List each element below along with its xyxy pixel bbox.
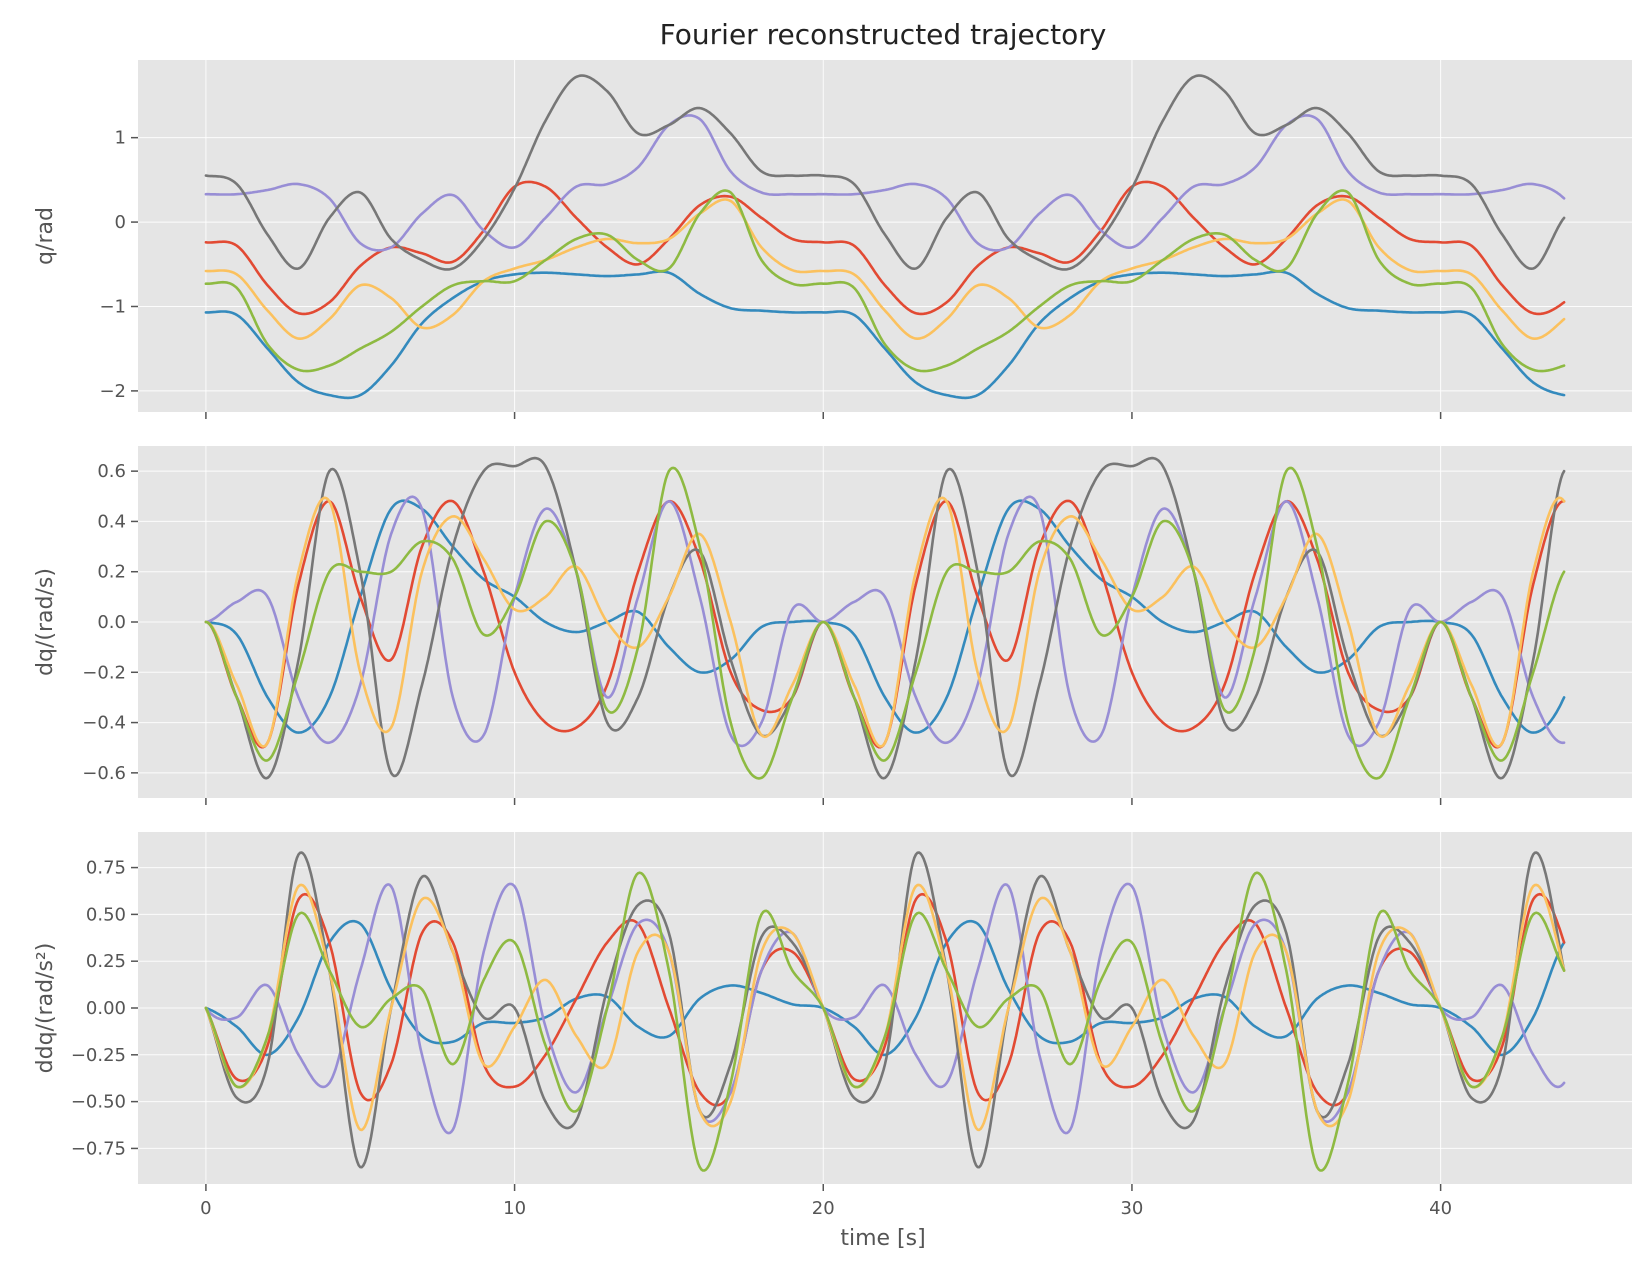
series-line-4 (204, 456, 1566, 780)
subplot-2: −0.6 −0.4 −0.2 0.0 0.2 0.4 0.6 dq/(rad/s) (33, 446, 1632, 805)
series-line-6 (204, 189, 1566, 373)
series-line-1 (204, 919, 1566, 1057)
series-line-1 (204, 270, 1566, 400)
y-tick-label: −0.25 (71, 1045, 126, 1066)
subplots-container: −2 −1 0 1 q/rad −0.6 −0.4 −0.2 0.0 0.2 0.4 0.6 dq/(r… (33, 60, 1632, 1219)
y-tick-label: −0.75 (71, 1138, 126, 1159)
series-line-2 (204, 180, 1566, 316)
y-axis-label: ddq/(rad/s²) (33, 943, 58, 1074)
y-axis-label: q/rad (33, 207, 58, 265)
series-line-5 (204, 198, 1566, 340)
y-axis-label: dq/(rad/s) (33, 568, 58, 676)
x-tick-label: 0 (200, 1198, 211, 1219)
y-tick-label: 0.75 (86, 858, 126, 879)
y-tick-label: 0.4 (97, 511, 126, 532)
y-tick-label: −1 (99, 296, 126, 317)
y-tick-label: 0 (115, 212, 126, 233)
figure-title: Fourier reconstructed trajectory (660, 18, 1107, 51)
series-line-3 (204, 495, 1566, 748)
y-tick-label: −0.6 (82, 763, 126, 784)
series-line-4 (204, 851, 1566, 1169)
y-tick-label: −0.2 (82, 662, 126, 683)
y-tick-label: 0.6 (97, 461, 126, 482)
y-tick-label: −2 (99, 381, 126, 402)
x-tick-label: 10 (503, 1198, 526, 1219)
series-line-6 (204, 466, 1566, 780)
y-tick-label: 0.50 (86, 904, 126, 925)
x-axis-label: time [s] (840, 1226, 925, 1251)
y-tick-label: 0.2 (97, 562, 126, 583)
y-tick-label: 0.0 (97, 612, 126, 633)
subplot-3: −0.75 −0.50 −0.25 0.00 0.25 0.50 0.75 0 10 20 30 40… (33, 832, 1632, 1219)
series-line-3 (204, 114, 1566, 252)
y-tick-label: 0.00 (86, 998, 126, 1019)
y-tick-label: −0.4 (82, 713, 126, 734)
subplot-1: −2 −1 0 1 q/rad (33, 60, 1632, 419)
y-tick-label: 1 (115, 128, 126, 149)
x-tick-label: 20 (812, 1198, 835, 1219)
series-line-3 (204, 882, 1566, 1135)
x-tick-label: 30 (1120, 1198, 1143, 1219)
series-line-6 (204, 871, 1566, 1172)
series-line-2 (204, 892, 1566, 1107)
y-tick-label: −0.50 (71, 1092, 126, 1113)
x-tick-label: 40 (1429, 1198, 1452, 1219)
y-tick-label: 0.25 (86, 951, 126, 972)
series-line-4 (204, 74, 1566, 271)
